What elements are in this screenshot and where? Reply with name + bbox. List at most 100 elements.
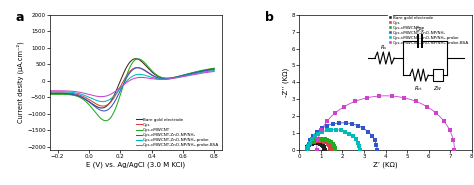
Point — [308, 138, 316, 141]
Point — [304, 148, 312, 151]
Point — [337, 129, 345, 132]
Point — [321, 138, 328, 141]
Point — [319, 144, 326, 147]
Point — [304, 144, 312, 147]
Point — [321, 147, 328, 150]
Point — [328, 128, 335, 131]
Point — [311, 139, 319, 142]
Point — [303, 147, 310, 150]
Point — [328, 141, 335, 144]
Point — [316, 137, 323, 140]
Cys-cMWCNT-ZnO-NP/NH₂-probe-BSA — [143, 77, 148, 79]
Bare gold electrode — [99, 107, 104, 109]
Point — [305, 144, 313, 147]
Point — [331, 112, 338, 115]
Cys-cMWCNT-ZnO-NP/NH₂-probe — [172, 77, 177, 79]
Point — [309, 140, 316, 143]
Line: Bare gold electrode: Bare gold electrode — [50, 59, 214, 108]
Point — [329, 143, 337, 146]
Point — [313, 130, 321, 133]
Cys-cMWCNT-ZnO-NP/NH₂-probe — [147, 76, 153, 78]
Point — [303, 146, 311, 149]
Cys-cMWCNT-ZnO-NP/NH₂ — [57, 92, 63, 94]
Point — [388, 95, 396, 97]
Point — [310, 140, 317, 143]
Point — [423, 105, 431, 108]
Cys — [143, 70, 148, 72]
Cys — [152, 76, 158, 78]
Cys-cMWCNT-ZnO-NP/NH₂ — [135, 67, 141, 69]
Point — [304, 148, 312, 151]
Point — [346, 132, 353, 135]
Point — [373, 143, 380, 146]
Cys-cMWCNT-ZnO-NP/NH₂-probe-BSA — [172, 77, 177, 79]
Point — [354, 124, 362, 127]
Point — [311, 141, 319, 144]
Point — [307, 141, 314, 144]
Point — [315, 132, 322, 135]
Point — [354, 141, 362, 144]
Cys — [147, 73, 153, 75]
Point — [314, 139, 321, 142]
Point — [317, 143, 325, 146]
Point — [313, 148, 320, 151]
Text: a: a — [15, 11, 24, 24]
Cys-cMWCNT — [189, 72, 194, 74]
X-axis label: Z’ (KΩ): Z’ (KΩ) — [373, 162, 398, 168]
Cys — [189, 73, 194, 75]
Point — [320, 146, 328, 149]
Point — [312, 139, 319, 142]
Cys-cMWCNT-ZnO-NP/NH₂-probe-BSA — [147, 77, 153, 79]
Line: Cys-cMWCNT-ZnO-NP/NH₂-probe-BSA: Cys-cMWCNT-ZnO-NP/NH₂-probe-BSA — [50, 71, 214, 97]
Point — [356, 148, 364, 151]
Point — [305, 144, 312, 147]
Point — [305, 143, 313, 146]
Line: Cys-cMWCNT-ZnO-NP/NH₂: Cys-cMWCNT-ZnO-NP/NH₂ — [50, 68, 214, 111]
Point — [320, 140, 328, 143]
Cys-cMWCNT-ZnO-NP/NH₂-probe — [189, 73, 194, 75]
Point — [318, 139, 326, 142]
Bare gold electrode — [147, 69, 153, 71]
Point — [318, 129, 325, 132]
Point — [316, 139, 324, 142]
Point — [326, 140, 333, 143]
Point — [348, 122, 356, 125]
Cys-cMWCNT — [47, 93, 53, 95]
Cys-cMWCNT — [211, 67, 217, 69]
Point — [449, 138, 457, 141]
Point — [323, 129, 330, 132]
Cys-cMWCNT-ZnO-NP/NH₂-probe-BSA — [98, 95, 104, 98]
Y-axis label: -Z’’ (KΩ): -Z’’ (KΩ) — [283, 68, 289, 97]
Point — [440, 120, 448, 123]
Bare gold electrode — [189, 72, 194, 74]
Point — [308, 141, 316, 144]
Cys-cMWCNT-ZnO-NP/NH₂ — [147, 73, 153, 75]
Point — [336, 122, 343, 125]
Bare gold electrode — [143, 64, 148, 67]
Point — [310, 134, 317, 137]
Point — [359, 127, 367, 130]
Point — [303, 148, 311, 151]
Cys-cMWCNT — [143, 63, 148, 65]
Point — [316, 142, 323, 145]
Point — [325, 144, 333, 147]
Point — [322, 141, 330, 144]
Point — [324, 142, 331, 145]
Point — [323, 120, 331, 123]
Cys-cMWCNT — [135, 58, 141, 60]
Point — [371, 139, 378, 142]
Cys-cMWCNT-ZnO-NP/NH₂-probe-BSA — [57, 90, 63, 92]
Point — [401, 96, 408, 99]
Point — [314, 142, 322, 144]
Point — [356, 145, 363, 148]
Cys-cMWCNT-ZnO-NP/NH₂-probe — [143, 74, 148, 76]
Cys-cMWCNT-ZnO-NP/NH₂ — [172, 76, 178, 79]
Point — [307, 139, 314, 142]
Point — [368, 134, 375, 137]
Cys-cMWCNT-ZnO-NP/NH₂-probe-BSA — [47, 90, 53, 92]
Bare gold electrode — [47, 93, 53, 95]
Bare gold electrode — [57, 93, 63, 95]
Cys-cMWCNT-ZnO-NP/NH₂ — [189, 72, 194, 75]
Cys — [47, 92, 53, 94]
Point — [304, 145, 312, 148]
